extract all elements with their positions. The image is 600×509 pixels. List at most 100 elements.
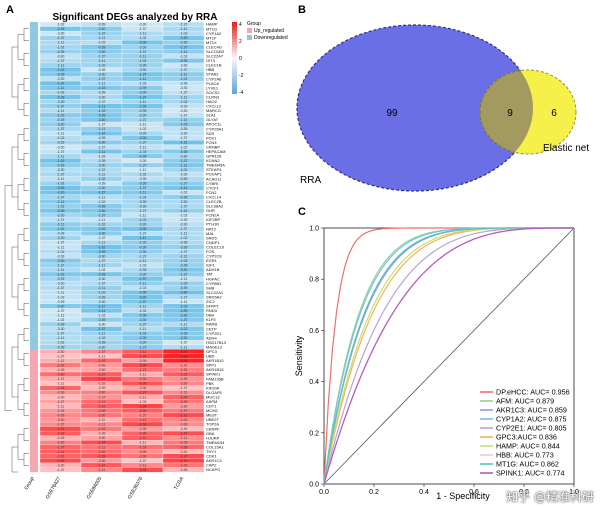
roc-curve-spink1 bbox=[323, 227, 574, 485]
gene-label: OIT3 bbox=[206, 58, 216, 63]
group-cell bbox=[30, 367, 38, 373]
cell-value: -1.11 bbox=[180, 95, 188, 99]
cell-value: -1.02 bbox=[98, 132, 106, 136]
group-cell bbox=[30, 285, 38, 291]
group-cell bbox=[30, 412, 38, 418]
cell-value: -0.39 bbox=[98, 409, 106, 413]
dendrogram-branch bbox=[23, 178, 29, 191]
y-tick-label: 0.4 bbox=[309, 379, 319, 386]
row-dendrogram bbox=[4, 28, 29, 473]
cell-value: -1.11 bbox=[139, 282, 147, 286]
dendrogram-branch bbox=[17, 134, 24, 160]
cell-value: -1.11 bbox=[98, 59, 106, 63]
dendrogram-branch bbox=[23, 378, 29, 391]
cell-value: -0.39 bbox=[139, 223, 147, 227]
cell-value: -1.11 bbox=[57, 427, 65, 431]
dendrogram-branch bbox=[23, 103, 29, 116]
cell-value: -3.30 bbox=[57, 213, 65, 217]
gene-label: SOCS2 bbox=[206, 90, 220, 95]
cell-value: -1.11 bbox=[57, 336, 65, 340]
group-cell bbox=[30, 312, 38, 318]
dendrogram-branch bbox=[23, 303, 29, 316]
group-cell bbox=[30, 262, 38, 268]
cell-value: -1.02 bbox=[98, 245, 106, 249]
gene-label: PBK bbox=[206, 381, 214, 386]
cell-value: -1.02 bbox=[180, 282, 188, 286]
cell-value: -3.30 bbox=[98, 345, 106, 349]
group-cell bbox=[30, 231, 38, 236]
panel-label-c: C bbox=[298, 206, 306, 218]
group-cell bbox=[30, 394, 38, 400]
gene-label: CLRN3 bbox=[206, 94, 220, 99]
cell-value: -1.11 bbox=[57, 63, 65, 67]
cell-value: -1.11 bbox=[180, 163, 188, 167]
gene-label: CYP8B1 bbox=[206, 281, 222, 286]
cell-value: -3.30 bbox=[139, 273, 147, 277]
cell-value: -0.39 bbox=[139, 132, 147, 136]
cell-value: -1.11 bbox=[139, 213, 147, 217]
group-cell bbox=[30, 462, 38, 468]
gene-label: EGR1 bbox=[206, 258, 218, 263]
group-cell bbox=[30, 72, 38, 77]
cell-value: -3.30 bbox=[57, 54, 65, 58]
cell-value: -0.39 bbox=[180, 218, 188, 222]
group-cell bbox=[30, 331, 38, 336]
gene-label: NAT2 bbox=[206, 226, 217, 231]
cell-value: -1.02 bbox=[98, 427, 106, 431]
group-cell bbox=[30, 267, 38, 273]
group-cell bbox=[30, 26, 38, 32]
cell-value: -0.39 bbox=[180, 332, 188, 336]
cell-value: -1.11 bbox=[98, 263, 106, 267]
cell-value: -1.02 bbox=[57, 363, 65, 367]
group-cell bbox=[30, 290, 38, 295]
cell-value: -0.39 bbox=[139, 245, 147, 249]
cell-value: -1.11 bbox=[57, 313, 65, 317]
cell-value: -3.30 bbox=[139, 136, 147, 140]
cell-value: -1.02 bbox=[180, 463, 188, 467]
group-cell bbox=[30, 253, 38, 259]
gene-label: KCNN2 bbox=[206, 158, 220, 163]
cell-value: -1.02 bbox=[180, 100, 188, 104]
cell-value: -0.39 bbox=[180, 241, 188, 245]
cell-value: -1.37 bbox=[139, 50, 147, 54]
dendrogram-branch bbox=[11, 446, 18, 473]
cell-value: -1.37 bbox=[139, 436, 147, 440]
cell-value: -1.02 bbox=[57, 386, 65, 390]
cell-value: -0.39 bbox=[57, 163, 65, 167]
cell-value: -3.30 bbox=[180, 359, 188, 363]
cell-value: -3.30 bbox=[98, 209, 106, 213]
gene-label: STAB2 bbox=[206, 72, 219, 77]
cell-value: -1.11 bbox=[57, 245, 65, 249]
cell-value: -1.37 bbox=[57, 400, 65, 404]
dendrogram-branch bbox=[23, 453, 29, 466]
cell-value: -1.37 bbox=[98, 123, 106, 127]
legend-label: GPC3:AUC= 0.836 bbox=[496, 433, 557, 442]
cell-value: -1.11 bbox=[98, 218, 106, 222]
cell-value: -1.02 bbox=[139, 173, 147, 177]
cell-value: -3.30 bbox=[139, 341, 147, 345]
gene-label: SLA1 bbox=[206, 113, 217, 118]
dendrogram-branch bbox=[23, 403, 29, 416]
gene-label: PTH1R bbox=[206, 222, 219, 227]
cell-value: -3.30 bbox=[57, 395, 65, 399]
group-cell bbox=[30, 244, 38, 250]
cell-value: -1.11 bbox=[98, 423, 106, 427]
cell-value: -1.02 bbox=[98, 336, 106, 340]
group-cell bbox=[30, 381, 38, 386]
cell-value: -0.39 bbox=[139, 336, 147, 340]
legend-label: DP.eHCC: AUC= 0.956 bbox=[496, 388, 570, 397]
cell-value: -3.30 bbox=[139, 250, 147, 254]
cell-value: -1.37 bbox=[57, 309, 65, 313]
dendrogram-branch bbox=[17, 234, 24, 260]
cell-value: -3.30 bbox=[139, 386, 147, 390]
legend-label: HAMP: AUC= 0.844 bbox=[496, 442, 560, 451]
cell-value: -3.30 bbox=[180, 382, 188, 386]
cell-value: -0.39 bbox=[139, 291, 147, 295]
cell-value: -1.02 bbox=[139, 59, 147, 63]
cell-value: -3.30 bbox=[139, 45, 147, 49]
cell-value: -1.11 bbox=[98, 445, 106, 449]
gene-label: FAM135B bbox=[206, 376, 224, 381]
cell-value: -1.02 bbox=[180, 373, 188, 377]
legend-label: MT1G: AUC= 0.862 bbox=[496, 460, 559, 469]
group-cell bbox=[30, 335, 38, 341]
